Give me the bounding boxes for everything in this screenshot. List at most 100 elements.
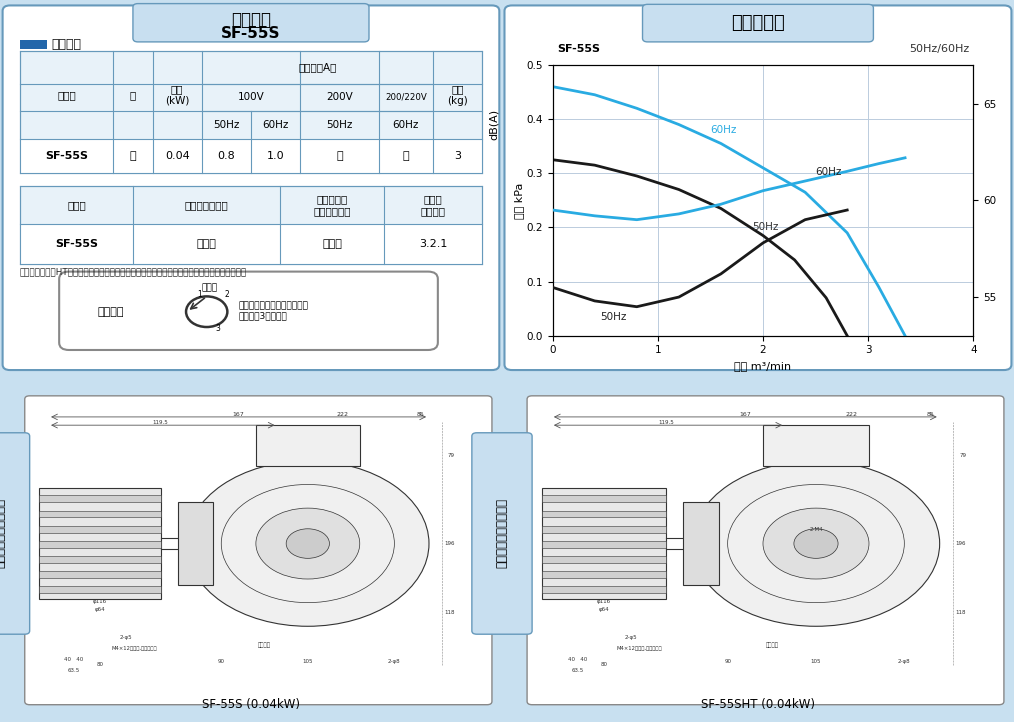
Text: 相: 相 bbox=[130, 90, 136, 100]
Bar bbox=[763, 425, 869, 466]
FancyBboxPatch shape bbox=[472, 432, 532, 634]
Circle shape bbox=[693, 461, 940, 626]
Text: φ64: φ64 bbox=[598, 607, 609, 612]
Text: 吐出・吸込
金網・ダンバ: 吐出・吸込 金網・ダンバ bbox=[313, 194, 351, 216]
Text: 性能曲線図: 性能曲線図 bbox=[731, 14, 785, 32]
Text: 電　流（A）: 電 流（A） bbox=[298, 62, 337, 72]
Bar bbox=[40, 510, 160, 518]
Text: 119.5: 119.5 bbox=[658, 420, 673, 425]
Text: 吐出口
可変方向: 吐出口 可変方向 bbox=[421, 194, 445, 216]
Text: 80: 80 bbox=[96, 662, 103, 667]
Text: φ116: φ116 bbox=[93, 599, 107, 604]
Text: φ64: φ64 bbox=[94, 607, 105, 612]
Text: 85: 85 bbox=[927, 412, 935, 417]
Text: 3: 3 bbox=[216, 323, 220, 333]
Text: 50Hz/60Hz: 50Hz/60Hz bbox=[909, 44, 969, 54]
Circle shape bbox=[763, 508, 869, 579]
Text: 105: 105 bbox=[811, 659, 821, 664]
Text: 2-φ5: 2-φ5 bbox=[625, 635, 637, 640]
Text: 63.5: 63.5 bbox=[571, 668, 584, 673]
Y-axis label: 静圧 kPa: 静圧 kPa bbox=[514, 182, 523, 219]
Text: －: － bbox=[403, 151, 410, 161]
Circle shape bbox=[286, 529, 330, 558]
FancyBboxPatch shape bbox=[527, 396, 1004, 705]
Text: パッキン: パッキン bbox=[258, 643, 271, 648]
Bar bbox=[20, 225, 482, 264]
Text: 40   40: 40 40 bbox=[568, 657, 587, 661]
Text: 2-φ8: 2-φ8 bbox=[898, 659, 911, 664]
Text: φ116: φ116 bbox=[597, 599, 611, 604]
Text: 型　式: 型 式 bbox=[57, 90, 76, 100]
Bar bbox=[542, 489, 666, 599]
Text: 型　式: 型 式 bbox=[67, 200, 86, 210]
Text: 質量
(kg): 質量 (kg) bbox=[447, 84, 467, 105]
Text: 外形寸法図（標準形）: 外形寸法図（標準形） bbox=[0, 498, 7, 568]
Text: SF-55S: SF-55S bbox=[45, 151, 88, 161]
Text: dB(A): dB(A) bbox=[489, 109, 499, 140]
Text: パッキン: パッキン bbox=[766, 643, 779, 648]
Text: 80: 80 bbox=[600, 662, 607, 667]
Text: 全閉形: 全閉形 bbox=[197, 239, 217, 249]
Circle shape bbox=[187, 461, 429, 626]
Text: 200/220V: 200/220V bbox=[385, 93, 427, 102]
Bar bbox=[40, 489, 160, 599]
Text: 85: 85 bbox=[417, 412, 424, 417]
Text: 2: 2 bbox=[225, 290, 230, 299]
Bar bbox=[20, 139, 482, 173]
Text: 90: 90 bbox=[218, 659, 225, 664]
Text: 40   40: 40 40 bbox=[65, 657, 84, 661]
Text: 付・付: 付・付 bbox=[322, 239, 342, 249]
FancyBboxPatch shape bbox=[133, 4, 369, 42]
Text: 0.8: 0.8 bbox=[217, 151, 235, 161]
Text: 222: 222 bbox=[337, 412, 349, 417]
Text: シロッコ: シロッコ bbox=[231, 11, 271, 29]
Text: 196: 196 bbox=[444, 541, 455, 546]
Text: 0.04: 0.04 bbox=[165, 151, 190, 161]
Text: 63.5: 63.5 bbox=[68, 668, 80, 673]
Text: 回転方向: 回転方向 bbox=[97, 307, 124, 317]
Text: 標準仕様: 標準仕様 bbox=[52, 38, 82, 51]
Text: 100V: 100V bbox=[237, 92, 265, 103]
Text: 60Hz: 60Hz bbox=[815, 168, 842, 177]
X-axis label: 風量 m³/min: 風量 m³/min bbox=[734, 361, 792, 371]
Text: 単: 単 bbox=[130, 151, 136, 161]
Text: SF-55S: SF-55S bbox=[55, 239, 98, 249]
Text: 左回転: 左回転 bbox=[201, 283, 217, 292]
Bar bbox=[20, 186, 482, 264]
Text: 電動機側から見て反時計方向
標準品は3方向です: 電動機側から見て反時計方向 標準品は3方向です bbox=[238, 301, 308, 321]
Text: 2-φ5: 2-φ5 bbox=[120, 635, 133, 640]
Text: 2-φ8: 2-φ8 bbox=[388, 659, 401, 664]
Text: 3.2.1: 3.2.1 bbox=[419, 239, 447, 249]
Circle shape bbox=[256, 508, 360, 579]
Bar bbox=[542, 495, 666, 503]
Bar bbox=[542, 526, 666, 533]
Text: SF-55S (0.04kW): SF-55S (0.04kW) bbox=[202, 698, 300, 711]
FancyBboxPatch shape bbox=[643, 4, 873, 42]
Text: 出力
(kW): 出力 (kW) bbox=[165, 84, 190, 105]
Text: 222: 222 bbox=[846, 412, 857, 417]
Bar bbox=[20, 40, 47, 49]
Bar bbox=[683, 503, 719, 585]
Text: 118: 118 bbox=[955, 610, 966, 615]
Text: M4×12ボルト,ナット止め: M4×12ボルト,ナット止め bbox=[112, 645, 157, 651]
Text: SF-55S: SF-55S bbox=[557, 44, 600, 54]
Text: 79: 79 bbox=[448, 453, 455, 458]
Text: 2-M4: 2-M4 bbox=[809, 527, 822, 532]
FancyBboxPatch shape bbox=[0, 432, 29, 634]
Bar bbox=[542, 571, 666, 578]
FancyBboxPatch shape bbox=[505, 6, 1011, 370]
Text: 50Hz: 50Hz bbox=[213, 120, 239, 130]
Bar bbox=[40, 571, 160, 578]
Text: 電動機保護方式: 電動機保護方式 bbox=[185, 200, 228, 210]
Text: SF-55S: SF-55S bbox=[221, 26, 281, 41]
Text: 3: 3 bbox=[454, 151, 461, 161]
Bar bbox=[40, 526, 160, 533]
Text: 1: 1 bbox=[197, 290, 202, 299]
Text: 118: 118 bbox=[444, 610, 455, 615]
Text: 167: 167 bbox=[232, 412, 244, 417]
Text: 90: 90 bbox=[724, 659, 731, 664]
Bar bbox=[542, 510, 666, 518]
Text: 50Hz: 50Hz bbox=[327, 120, 353, 130]
Bar bbox=[40, 495, 160, 503]
Text: 50Hz: 50Hz bbox=[600, 312, 627, 322]
